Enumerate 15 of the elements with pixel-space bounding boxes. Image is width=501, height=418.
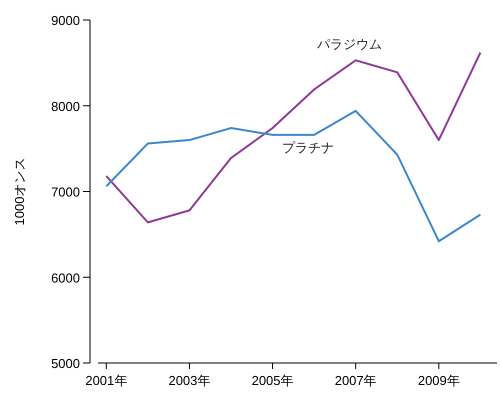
y-tick-label: 9000 [51, 13, 80, 28]
line-series [105, 110, 482, 242]
x-tick-label: 2009年 [418, 373, 460, 388]
x-tick-label: 2005年 [252, 373, 294, 388]
y-tick-label: 8000 [51, 98, 80, 114]
y-tick-label: 6000 [51, 270, 80, 286]
y-tick-label: 5000 [51, 356, 80, 371]
series-label: プラチナ [282, 140, 334, 155]
x-tick-label: 2003年 [168, 373, 210, 388]
x-tick-label: 2007年 [334, 373, 377, 388]
y-axis-title: 1000オンス [12, 158, 27, 226]
line-series [105, 52, 482, 224]
y-tick-label: 7000 [51, 184, 80, 200]
series-label: パラジウム [316, 36, 382, 52]
x-tick-label: 2001年 [85, 373, 128, 388]
